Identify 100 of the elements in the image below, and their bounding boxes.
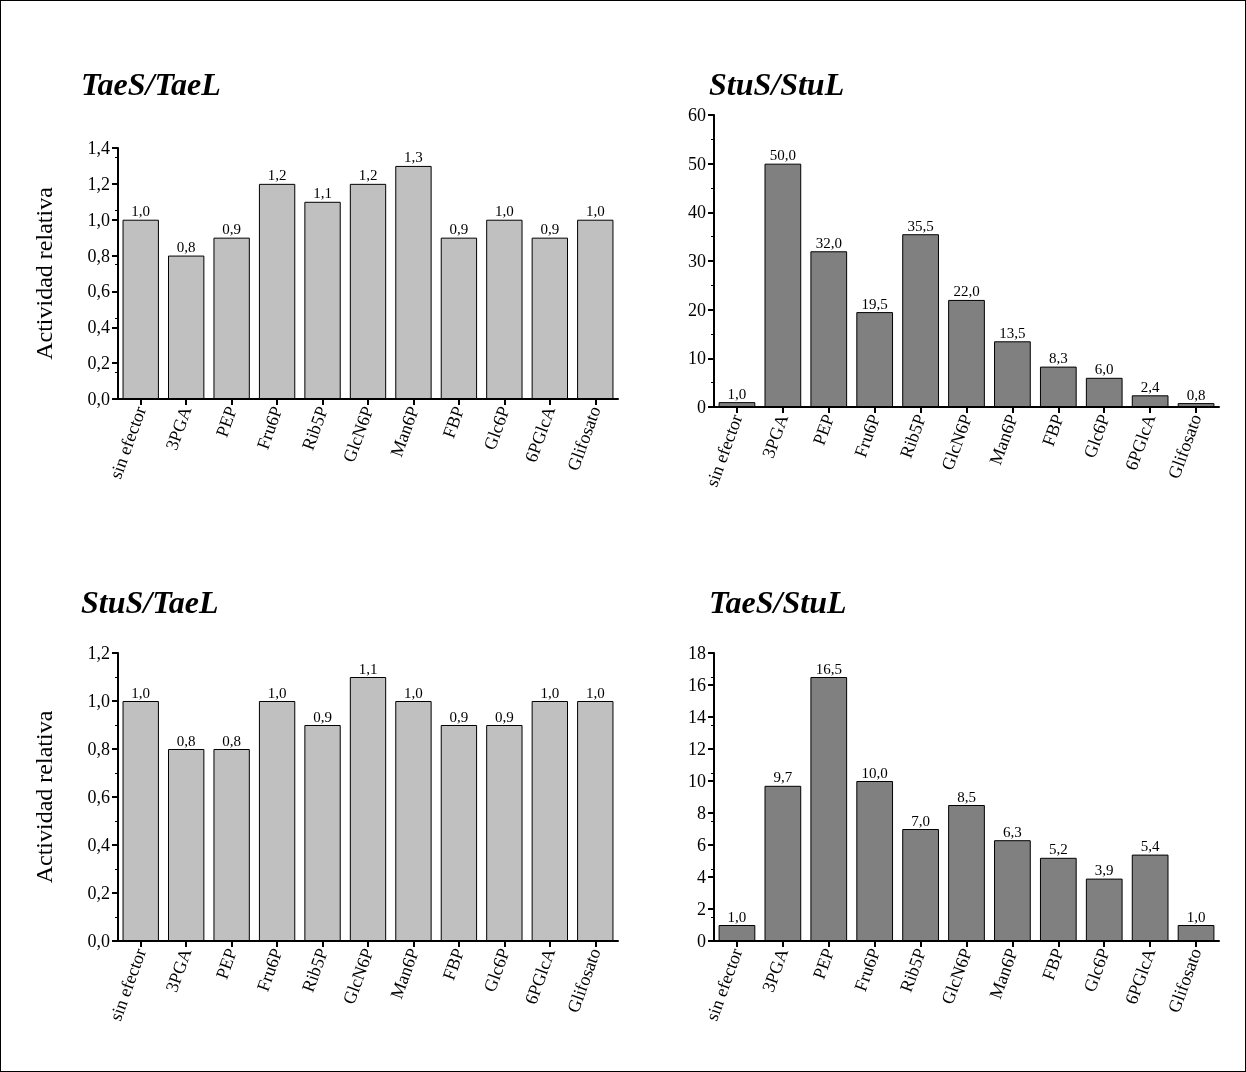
- data-label: 6,0: [1094, 361, 1114, 378]
- y-tick-label: 2: [697, 899, 706, 919]
- data-label: 1,1: [358, 660, 378, 677]
- y-axis-title: Actividad relativa: [31, 186, 57, 360]
- data-label: 6,3: [1003, 823, 1022, 840]
- chart-title: TaeS/StuL: [709, 584, 847, 620]
- data-label: 35,5: [907, 217, 934, 234]
- data-label: 0,9: [449, 708, 469, 725]
- y-tick-label: 0: [697, 397, 706, 417]
- data-label: 1,2: [267, 167, 287, 184]
- data-label: 1,0: [585, 203, 605, 220]
- data-label: 9,7: [773, 769, 793, 786]
- data-label: 19,5: [861, 295, 888, 312]
- data-label: 0,8: [1186, 386, 1206, 403]
- data-label: 1,0: [540, 684, 560, 701]
- y-tick-label: 0,2: [87, 883, 110, 903]
- y-tick-label: 1,2: [87, 173, 110, 194]
- x-tick-label: GlcN6P: [338, 403, 378, 465]
- x-tick-label: FBP: [438, 403, 469, 441]
- y-tick-label: 0,0: [87, 931, 110, 951]
- x-tick-label: GlcN6P: [937, 945, 976, 1007]
- y-tick-label: 1,2: [87, 643, 110, 663]
- y-tick-label: 12: [688, 739, 706, 759]
- x-tick-label: Man6P: [985, 411, 1022, 468]
- y-tick-label: 1,0: [87, 691, 110, 711]
- x-tick-label: Man6P: [985, 945, 1022, 1002]
- chart-title: TaeS/TaeL: [81, 66, 221, 102]
- data-label: 1,1: [313, 185, 332, 202]
- x-tick-label: Rib5P: [297, 945, 332, 995]
- x-tick-label: Glc6P: [479, 945, 514, 995]
- data-label: 0,8: [176, 239, 196, 256]
- y-tick-label: 0: [697, 931, 706, 951]
- data-label: 8,3: [1048, 350, 1068, 367]
- y-tick-label: 1,4: [87, 138, 110, 158]
- y-tick-label: 0,6: [87, 281, 110, 302]
- y-tick-label: 40: [688, 202, 706, 223]
- data-label: 5,4: [1140, 838, 1161, 855]
- y-tick-label: 10: [688, 771, 706, 791]
- y-tick-label: 8: [697, 803, 706, 823]
- data-label: 1,0: [585, 684, 605, 701]
- data-label: 10,0: [861, 764, 888, 781]
- x-tick-label: Man6P: [386, 945, 423, 1002]
- x-tick-label: 6PGlcA: [1120, 411, 1160, 473]
- data-label: 7,0: [911, 812, 930, 829]
- data-label: 50,0: [769, 147, 796, 164]
- data-label: 1,0: [727, 908, 747, 925]
- x-tick-label: 3PGA: [161, 945, 196, 995]
- chart-title: StuS/StuL: [709, 66, 845, 102]
- data-label: 1,2: [358, 167, 378, 184]
- y-tick-label: 0,8: [87, 739, 110, 759]
- y-tick-label: 16: [688, 675, 706, 695]
- x-tick-label: Fru6P: [252, 403, 287, 452]
- x-tick-label: Glc6P: [1079, 411, 1114, 461]
- y-tick-label: 50: [688, 153, 706, 174]
- data-label: 1,0: [131, 684, 151, 701]
- x-tick-label: 6PGlcA: [520, 945, 560, 1007]
- x-tick-label: 3PGA: [758, 945, 793, 995]
- data-label: 1,0: [1186, 908, 1206, 925]
- data-label: 16,5: [815, 660, 842, 677]
- data-label: 5,2: [1048, 841, 1068, 858]
- y-tick-label: 0,8: [87, 245, 110, 266]
- x-tick-label: 6PGlcA: [1120, 945, 1160, 1007]
- y-tick-label: 0,6: [87, 787, 110, 807]
- data-label: 2,4: [1140, 378, 1161, 395]
- y-tick-label: 60: [688, 105, 706, 125]
- data-label: 0,8: [176, 732, 196, 749]
- data-label: 0,9: [222, 221, 242, 238]
- data-label: 1,0: [131, 203, 151, 220]
- y-tick-label: 30: [688, 251, 706, 271]
- data-label: 1,0: [404, 684, 423, 701]
- x-tick-label: PEP: [808, 945, 839, 982]
- data-label: 32,0: [815, 234, 842, 251]
- data-label: 0,9: [449, 221, 469, 238]
- y-tick-label: 18: [688, 643, 706, 663]
- data-label: 13,5: [999, 324, 1026, 341]
- data-label: 22,0: [953, 283, 980, 300]
- y-tick-label: 0,4: [87, 835, 110, 855]
- y-tick-label: 1,0: [87, 209, 110, 230]
- y-tick-label: 0,0: [87, 389, 110, 409]
- x-tick-label: GlcN6P: [338, 945, 378, 1007]
- y-tick-label: 6: [697, 835, 706, 855]
- data-label: 8,5: [957, 788, 976, 805]
- data-label: 0,9: [494, 708, 514, 725]
- x-tick-label: Fru6P: [850, 411, 885, 460]
- x-tick-label: PEP: [211, 403, 242, 440]
- data-label: 1,0: [727, 385, 747, 402]
- x-tick-label: Fru6P: [252, 945, 287, 994]
- data-label: 3,9: [1094, 862, 1114, 879]
- data-label: 1,0: [267, 684, 287, 701]
- data-label: 1,3: [404, 149, 423, 166]
- x-tick-label: Fru6P: [850, 945, 885, 994]
- x-tick-label: 3PGA: [758, 411, 793, 461]
- chart-title: StuS/TaeL: [81, 584, 219, 620]
- x-tick-label: PEP: [808, 411, 839, 448]
- x-tick-label: GlcN6P: [937, 411, 976, 473]
- x-tick-label: Man6P: [386, 403, 423, 460]
- y-tick-label: 10: [688, 348, 706, 369]
- x-tick-label: FBP: [438, 945, 469, 983]
- y-tick-label: 0,2: [87, 353, 110, 374]
- x-tick-label: FBP: [1037, 411, 1068, 449]
